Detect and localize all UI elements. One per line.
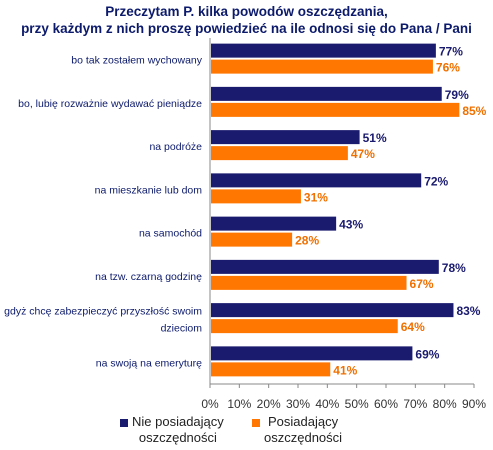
x-tick-label: 10% — [227, 397, 251, 411]
bar-posiadajacy — [211, 362, 331, 377]
bar-nie-posiadajacy — [211, 86, 442, 101]
data-label-posiadajacy: 76% — [436, 61, 460, 75]
chart-title-line-1: Przeczytam P. kilka powodów oszczędzania… — [105, 4, 388, 19]
legend-label-posiadajacy-line-2: oszczędności — [264, 430, 343, 445]
data-label-posiadajacy: 31% — [304, 190, 328, 204]
legend-item-posiadajacy: Posiadający oszczędności — [252, 414, 342, 446]
category-label: na samochód — [139, 228, 202, 240]
category-label: na podróże — [149, 141, 202, 153]
data-label-nie-posiadajacy: 83% — [456, 304, 480, 318]
data-label-posiadajacy: 28% — [295, 234, 319, 248]
x-tick-label: 70% — [403, 397, 427, 411]
category-label: gdyż chcę zabezpieczyć przyszłość swoim — [4, 306, 202, 318]
bar-nie-posiadajacy — [211, 173, 422, 188]
data-label-nie-posiadajacy: 79% — [445, 88, 469, 102]
x-tick-label: 40% — [315, 397, 339, 411]
category-label: na mieszkanie lub dom — [95, 184, 203, 196]
bar-nie-posiadajacy — [211, 130, 360, 145]
legend-swatch-posiadajacy — [252, 419, 260, 427]
bar-nie-posiadajacy — [211, 259, 439, 274]
data-label-nie-posiadajacy: 69% — [415, 347, 439, 361]
data-label-nie-posiadajacy: 72% — [424, 174, 448, 188]
bar-posiadajacy — [211, 146, 348, 161]
bar-posiadajacy — [211, 59, 433, 74]
bar-nie-posiadajacy — [211, 303, 454, 318]
x-tick-label: 30% — [286, 397, 310, 411]
bar-nie-posiadajacy — [211, 43, 436, 58]
chart-title: Przeczytam P. kilka powodów oszczędzania… — [0, 3, 493, 37]
data-label-posiadajacy: 64% — [401, 320, 425, 334]
x-tick-label: 20% — [257, 397, 281, 411]
bar-posiadajacy — [211, 102, 460, 117]
data-label-posiadajacy: 85% — [462, 104, 486, 118]
legend-label-nie-posiadajacy-line-2: oszczędności — [138, 430, 217, 445]
data-label-nie-posiadajacy: 51% — [363, 131, 387, 145]
category-label: dzieciom — [161, 323, 203, 335]
data-label-nie-posiadajacy: 78% — [442, 261, 466, 275]
category-label: na swoją na emeryturę — [96, 357, 202, 369]
bar-posiadajacy — [211, 232, 293, 247]
bar-posiadajacy — [211, 319, 398, 334]
x-tick-label: 0% — [201, 397, 219, 411]
data-label-nie-posiadajacy: 77% — [439, 45, 463, 59]
data-label-nie-posiadajacy: 43% — [339, 218, 363, 232]
bar-nie-posiadajacy — [211, 216, 337, 231]
legend-item-nie-posiadajacy: Nie posiadający oszczędności — [120, 414, 224, 446]
category-label: bo tak zostałem wychowany — [71, 55, 202, 67]
data-label-posiadajacy: 41% — [333, 363, 357, 377]
data-label-posiadajacy: 47% — [351, 147, 375, 161]
bar-nie-posiadajacy — [211, 346, 413, 361]
x-tick-label: 50% — [345, 397, 369, 411]
bar-posiadajacy — [211, 189, 301, 204]
data-label-posiadajacy: 67% — [410, 277, 434, 291]
category-label: bo, lubię rozważnie wydawać pieniądze — [18, 98, 202, 110]
legend-label-nie-posiadajacy-line-1: Nie posiadający — [132, 414, 224, 429]
bar-posiadajacy — [211, 275, 407, 290]
x-tick-label: 60% — [374, 397, 398, 411]
chart-title-line-2: przy każdym z nich proszę powiedzieć na … — [21, 21, 472, 36]
category-label: na tzw. czarną godzinę — [95, 271, 202, 283]
legend-label-posiadajacy-line-1: Posiadający — [267, 414, 339, 429]
x-tick-label: 80% — [433, 397, 457, 411]
x-tick-label: 90% — [462, 397, 486, 411]
legend-swatch-nie-posiadajacy — [120, 419, 128, 427]
